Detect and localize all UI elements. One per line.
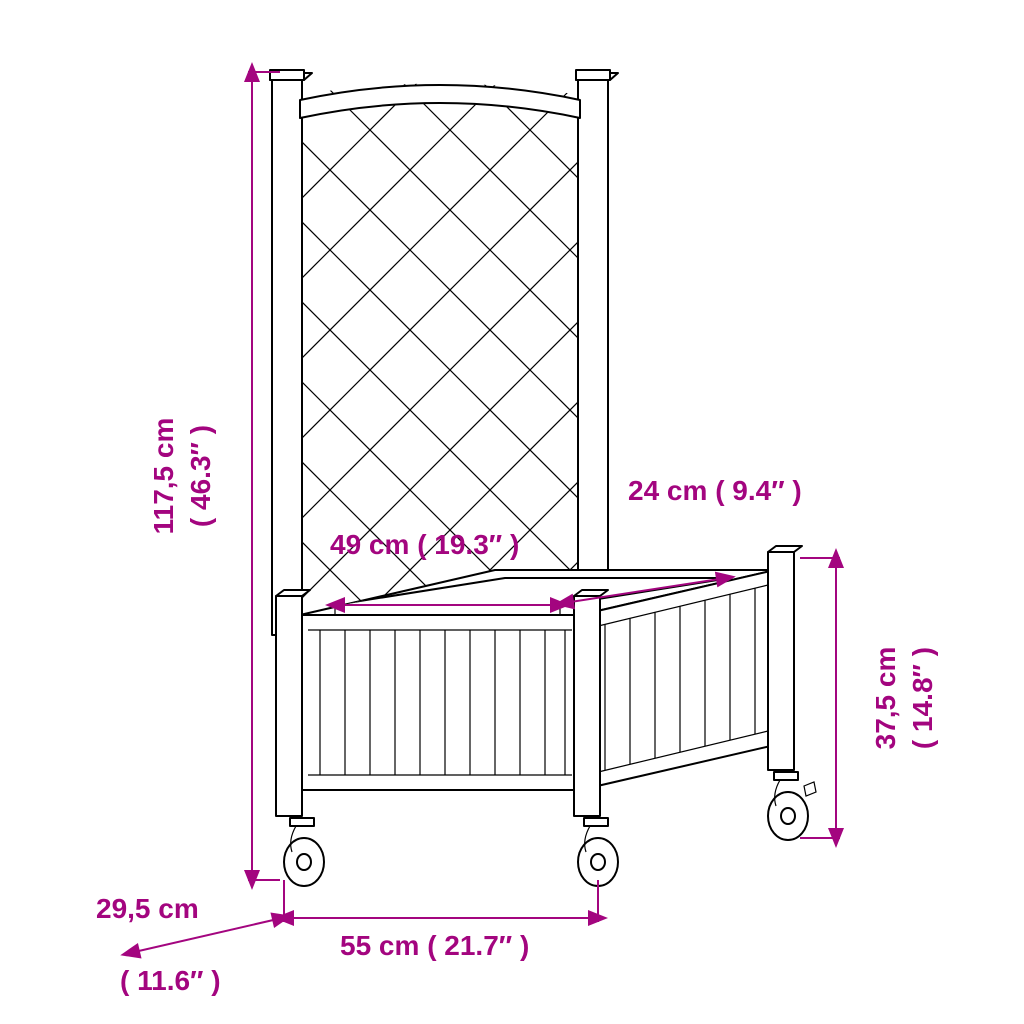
dim-label: ( 46.3″ ) [185,425,216,527]
dim-label: ( 9.4″ ) [715,475,802,506]
svg-text:24 cm ( 9.4″ ): 24 cm ( 9.4″ ) [628,475,802,506]
dim-outer-width: 55 cm ( 21.7″ ) [284,880,598,961]
box-front [300,615,580,790]
caster-wheel [578,818,618,886]
dim-label: ( 11.6″ ) [120,965,221,996]
svg-text:49 cm ( 19.3″ ): 49 cm ( 19.3″ ) [330,529,519,560]
caster-wheel [284,818,324,886]
dim-box-height: 37,5 cm ( 14.8″ ) [800,558,938,838]
dim-label: 24 cm [628,475,707,506]
dim-label: 55 cm [340,930,419,961]
svg-text:117,5 cm: 117,5 cm [148,418,179,535]
svg-text:( 46.3″ ): ( 46.3″ ) [185,425,216,527]
svg-text:55 cm ( 21.7″ ): 55 cm ( 21.7″ ) [340,930,529,961]
dimension-diagram: :root { --dim-color: #a3057f; } [0,0,1024,1024]
dim-label: 117,5 cm [148,418,179,535]
box-post-back-right [768,552,794,770]
product-drawing [200,0,816,940]
trellis-top-rail [300,85,580,118]
svg-text:( 11.6″ ): ( 11.6″ ) [120,965,221,996]
svg-text:37,5 cm: 37,5 cm [870,647,901,750]
dim-label: ( 14.8″ ) [907,647,938,749]
dim-label: 49 cm [330,529,409,560]
dim-label: ( 21.7″ ) [427,930,529,961]
dim-label: 37,5 cm [870,647,901,750]
caster-wheel [768,772,816,840]
box-post-front-left [276,596,302,816]
dim-outer-depth: 29,5 cm ( 11.6″ ) [96,893,282,996]
dim-label: ( 19.3″ ) [417,529,519,560]
trellis-post-left [272,80,302,635]
svg-text:29,5 cm: 29,5 cm [96,893,199,924]
svg-text:( 14.8″ ): ( 14.8″ ) [907,647,938,749]
box-post-front-right [574,596,600,816]
trellis-post-right [578,80,608,635]
dim-label: 29,5 cm [96,893,199,924]
dim-total-height: 117,5 cm ( 46.3″ ) [148,72,280,880]
